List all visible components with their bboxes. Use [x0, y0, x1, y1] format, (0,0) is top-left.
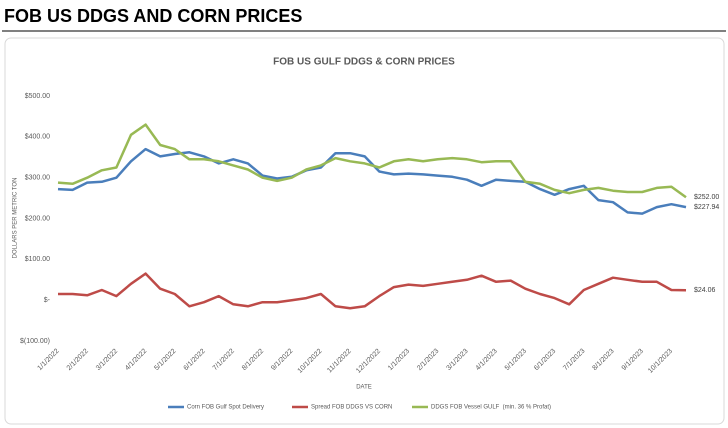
y-tick-label: $500.00: [25, 93, 50, 100]
data-label: $227.94: [694, 204, 719, 211]
data-label: $24.06: [694, 287, 716, 294]
series-line: [57, 147, 687, 215]
y-tick-label: $(100.00): [20, 338, 50, 345]
y-tick-label: $-: [44, 297, 51, 304]
y-tick-label: $100.00: [25, 256, 50, 263]
series-line: [57, 123, 687, 199]
y-tick-label: $300.00: [25, 175, 50, 182]
legend-label: Corn FOB Gulf Spot Delivery: [187, 405, 264, 411]
y-axis-label: DOLLARS PER METRIC TON: [13, 178, 19, 259]
legend-label: DDGS FOB Vessel GULF (min. 36 % Profat): [431, 405, 551, 411]
page-title: FOB US DDGS AND CORN PRICES: [4, 6, 302, 26]
series-line: [58, 272, 687, 310]
y-tick-label: $200.00: [25, 215, 50, 222]
chart-frame: [4, 37, 725, 425]
y-tick-label: $400.00: [25, 134, 50, 141]
data-label: $252.00: [694, 194, 719, 201]
chart-title: FOB US GULF DDGS & CORN PRICES: [273, 57, 455, 68]
legend-label: Spread FOB DDGS VS CORN: [311, 405, 392, 411]
x-axis-label: DATE: [356, 385, 372, 391]
